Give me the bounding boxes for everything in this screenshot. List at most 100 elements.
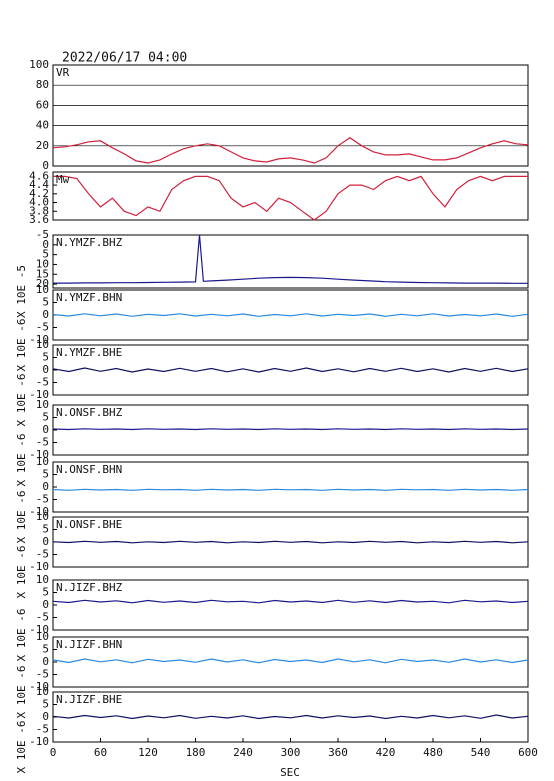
y-tick-label: 0	[42, 710, 49, 723]
y-tick-label: -5	[36, 723, 49, 736]
y-axis-label: X 10E -6	[15, 609, 28, 662]
y-tick-label: -5	[36, 376, 49, 389]
y-tick-label: 5	[42, 296, 49, 309]
y-tick-label: 4.2	[29, 187, 49, 200]
y-tick-label: 5	[42, 523, 49, 536]
y-tick-label: 3.8	[29, 204, 49, 217]
y-axis-label: X 10E -6	[15, 434, 28, 487]
y-tick-label: 0	[42, 535, 49, 548]
trace-line	[52, 367, 529, 373]
trace-line	[52, 488, 529, 491]
y-axis-label: X 10E -6	[15, 546, 28, 599]
x-tick-label: 240	[233, 746, 253, 759]
y-tick-label: 40	[36, 119, 49, 132]
y-axis-label: X 10E -6	[15, 721, 28, 774]
y-tick-label: 0	[42, 159, 49, 172]
trace-line	[52, 714, 529, 720]
y-tick-label: 0	[42, 598, 49, 611]
x-tick-label: 600	[518, 746, 538, 759]
y-tick-label: -10	[29, 560, 49, 573]
trace-line	[52, 136, 529, 164]
trace-line	[52, 428, 529, 431]
y-axis-label: X 10E -6	[15, 319, 28, 372]
panel-label: N.JIZF.BHZ	[56, 581, 123, 594]
y-tick-label: 5	[42, 643, 49, 656]
y-tick-label: -10	[29, 623, 49, 636]
y-tick-label: 10	[36, 283, 49, 296]
y-tick-label: 10	[36, 257, 49, 270]
y-tick-label: -10	[29, 680, 49, 693]
panel-label: N.YMZF.BHE	[56, 346, 122, 359]
x-axis-label: SEC	[280, 766, 300, 779]
y-tick-label: 60	[36, 98, 49, 111]
y-tick-label: 0	[42, 423, 49, 436]
trace-line	[53, 234, 528, 284]
y-tick-label: -10	[29, 448, 49, 461]
y-tick-label: 5	[42, 586, 49, 599]
y-tick-label: -5	[36, 611, 49, 624]
y-tick-label: 5	[42, 411, 49, 424]
trace-line	[53, 175, 528, 221]
trace-line	[52, 658, 529, 664]
y-tick-label: 0	[42, 480, 49, 493]
x-tick-label: 60	[94, 746, 107, 759]
panel-label: N.JIZF.BHE	[56, 693, 122, 706]
y-tick-label: 10	[36, 338, 49, 351]
panel-label: N.YMZF.BHZ	[56, 236, 123, 249]
panel-label: N.JIZF.BHN	[56, 638, 122, 651]
y-tick-label: -10	[29, 333, 49, 346]
y-tick-label: -10	[29, 388, 49, 401]
x-tick-label: 420	[376, 746, 396, 759]
x-tick-label: 120	[138, 746, 158, 759]
y-tick-label: 4.6	[29, 169, 49, 182]
x-tick-label: 180	[186, 746, 206, 759]
panel-frame	[52, 64, 529, 167]
y-tick-label: 20	[36, 277, 49, 290]
panel-label: Mw	[56, 173, 70, 186]
panel-label: VR	[56, 66, 70, 79]
trace-line	[52, 313, 529, 317]
y-tick-label: 20	[36, 139, 49, 152]
y-tick-label: -5	[36, 436, 49, 449]
x-tick-label: 0	[50, 746, 57, 759]
y-tick-label: 0	[42, 655, 49, 668]
panel-label: N.ONSF.BHN	[56, 463, 122, 476]
y-tick-label: 3.6	[29, 213, 49, 226]
x-tick-label: 540	[471, 746, 491, 759]
panel-frame	[52, 461, 529, 513]
panel-frame	[52, 404, 529, 456]
panel-frame	[52, 579, 529, 631]
y-tick-label: 0	[42, 308, 49, 321]
y-axis-label: X 10E -5	[15, 265, 28, 318]
y-tick-label: 5	[42, 351, 49, 364]
y-tick-label: -5	[36, 548, 49, 561]
y-tick-label: -5	[36, 668, 49, 681]
y-tick-label: 15	[36, 267, 49, 280]
y-tick-label: 10	[36, 630, 49, 643]
trace-line	[52, 540, 529, 544]
y-tick-label: -5	[36, 493, 49, 506]
panel-label: N.YMZF.BHN	[56, 291, 122, 304]
y-tick-label: 80	[36, 78, 49, 91]
y-tick-label: -5	[36, 228, 49, 241]
x-tick-label: 360	[328, 746, 348, 759]
chart-title: 2022/06/17 04:00	[62, 51, 187, 66]
y-tick-label: 5	[42, 698, 49, 711]
y-tick-label: 0	[42, 363, 49, 376]
y-tick-label: 4.0	[29, 196, 49, 209]
y-tick-label: 5	[42, 248, 49, 261]
y-tick-label: 5	[42, 468, 49, 481]
y-tick-label: 10	[36, 573, 49, 586]
x-tick-label: 480	[423, 746, 443, 759]
y-tick-label: 10	[36, 510, 49, 523]
trace-line	[52, 599, 529, 604]
panel-frame	[52, 171, 529, 221]
y-tick-label: -10	[29, 735, 49, 748]
y-axis-label: X 10E -6	[15, 666, 28, 719]
y-tick-label: 100	[29, 58, 49, 71]
x-tick-label: 300	[281, 746, 301, 759]
y-tick-label: 4.4	[29, 178, 49, 191]
y-axis-label: X 10E -6	[15, 374, 28, 427]
y-tick-label: -10	[29, 505, 49, 518]
